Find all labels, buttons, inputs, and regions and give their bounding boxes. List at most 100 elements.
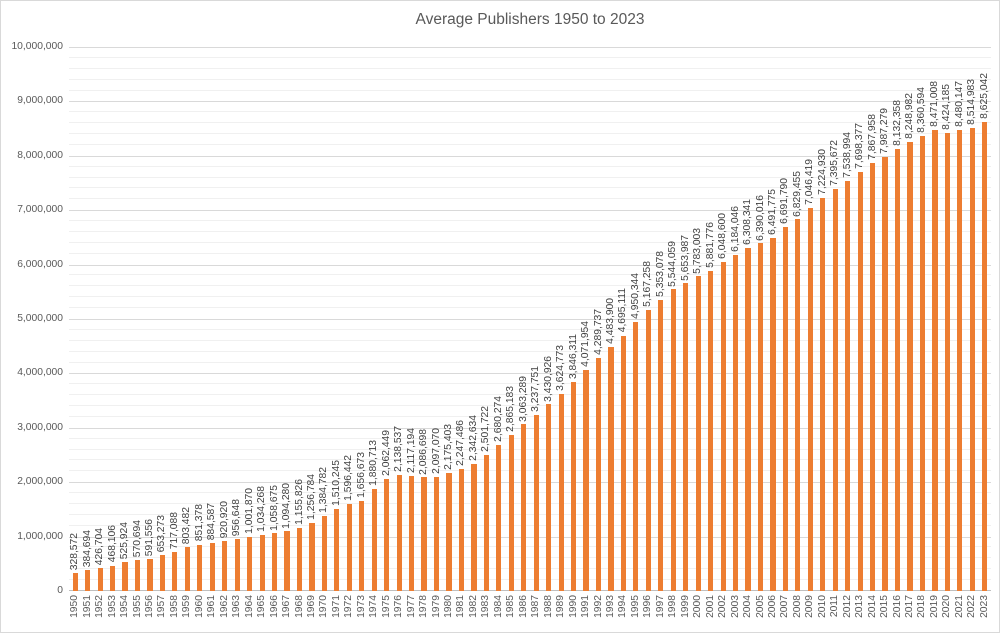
bar-1976[interactable] bbox=[396, 474, 402, 591]
bar-value-label: 956,648 bbox=[231, 498, 243, 536]
bar-value-label: 6,691,790 bbox=[779, 178, 791, 224]
bar-1983[interactable] bbox=[483, 454, 489, 591]
bar-1954[interactable] bbox=[122, 562, 128, 591]
bar-2013[interactable] bbox=[857, 172, 863, 591]
bar-1959[interactable] bbox=[184, 547, 190, 591]
bar-1968[interactable] bbox=[296, 528, 303, 591]
bar-2015[interactable] bbox=[882, 156, 888, 591]
bar-1967[interactable] bbox=[284, 531, 290, 591]
gridline-minor bbox=[69, 198, 991, 200]
y-axis-labels: 0 1,000,000 2,000,000 3,000,000 4,000,000 5,0… bbox=[1, 1, 63, 632]
bar-2005[interactable] bbox=[757, 243, 764, 591]
bar-2009[interactable] bbox=[807, 207, 813, 591]
bar-1963[interactable] bbox=[234, 538, 240, 591]
x-tick-label: 2007 bbox=[779, 595, 791, 618]
bar-value-label: 1,155,826 bbox=[293, 479, 305, 526]
bar-1953[interactable] bbox=[110, 565, 116, 591]
x-tick-label: 1963 bbox=[231, 595, 243, 618]
bar-1988[interactable] bbox=[546, 404, 552, 591]
bar-2017[interactable] bbox=[907, 142, 913, 591]
bar-1951[interactable] bbox=[85, 570, 91, 591]
gridline-minor bbox=[69, 274, 991, 276]
x-tick-label: 1995 bbox=[629, 595, 641, 618]
bar-1969[interactable] bbox=[309, 522, 315, 591]
chart-title: Average Publishers 1950 to 2023 bbox=[415, 11, 645, 28]
bar-2003[interactable] bbox=[732, 254, 739, 591]
x-tick-label: 1976 bbox=[393, 595, 405, 618]
bar-2022[interactable] bbox=[969, 127, 975, 591]
bar-1992[interactable] bbox=[595, 357, 602, 591]
bar-1991[interactable] bbox=[583, 369, 589, 591]
bar-1997[interactable] bbox=[658, 299, 664, 591]
bar-1980[interactable] bbox=[446, 472, 452, 591]
bar-2012[interactable] bbox=[845, 180, 851, 591]
bar-1970[interactable] bbox=[321, 515, 327, 591]
bar-1984[interactable] bbox=[496, 445, 502, 591]
bar-2000[interactable] bbox=[695, 276, 701, 591]
bar-1952[interactable] bbox=[97, 567, 103, 591]
bar-value-label: 1,001,870 bbox=[243, 487, 255, 534]
y-tick-label: 7,000,000 bbox=[17, 204, 63, 216]
bar-1960[interactable] bbox=[197, 544, 203, 591]
bar-2018[interactable] bbox=[919, 136, 926, 591]
bar-1971[interactable] bbox=[334, 508, 340, 591]
bar-1965[interactable] bbox=[259, 534, 265, 591]
bar-2004[interactable] bbox=[745, 247, 751, 591]
x-tick-label: 2002 bbox=[717, 595, 729, 618]
gridline-minor bbox=[69, 67, 991, 69]
bar-1978[interactable] bbox=[421, 477, 427, 591]
bar-2014[interactable] bbox=[870, 162, 876, 591]
bar-2007[interactable] bbox=[782, 226, 788, 591]
x-tick-label: 2019 bbox=[928, 595, 940, 618]
bar-value-label: 2,247,486 bbox=[455, 419, 467, 466]
bar-1961[interactable] bbox=[209, 542, 215, 591]
bar-1956[interactable] bbox=[147, 558, 153, 591]
bar-1994[interactable] bbox=[620, 335, 627, 591]
bar-2008[interactable] bbox=[795, 219, 801, 591]
bar-value-label: 4,071,954 bbox=[580, 320, 592, 367]
bar-1962[interactable] bbox=[222, 540, 228, 591]
bar-1990[interactable] bbox=[571, 381, 577, 591]
bar-1975[interactable] bbox=[384, 478, 390, 591]
bar-1989[interactable] bbox=[558, 393, 564, 591]
bar-2002[interactable] bbox=[720, 261, 726, 591]
x-tick-label: 1961 bbox=[206, 595, 218, 618]
x-tick-label: 1994 bbox=[617, 595, 629, 618]
gridline-minor bbox=[69, 187, 991, 189]
bar-2010[interactable] bbox=[820, 197, 826, 591]
bar-1999[interactable] bbox=[683, 283, 689, 591]
bar-1974[interactable] bbox=[371, 488, 377, 591]
bar-1996[interactable] bbox=[645, 309, 651, 591]
y-tick-label: 2,000,000 bbox=[17, 476, 63, 488]
bar-1972[interactable] bbox=[346, 504, 352, 591]
bar-1957[interactable] bbox=[159, 555, 166, 591]
bar-1977[interactable] bbox=[409, 475, 415, 591]
bar-1950[interactable] bbox=[72, 573, 78, 591]
bar-1958[interactable] bbox=[172, 552, 178, 591]
bar-2006[interactable] bbox=[770, 237, 776, 591]
bar-2020[interactable] bbox=[944, 132, 950, 591]
bar-value-label: 8,514,983 bbox=[966, 78, 978, 125]
bar-2001[interactable] bbox=[708, 271, 714, 591]
bar-1993[interactable] bbox=[608, 347, 614, 591]
bar-2016[interactable] bbox=[894, 148, 901, 591]
bar-2021[interactable] bbox=[957, 129, 963, 591]
bar-1955[interactable] bbox=[134, 559, 141, 591]
bar-1973[interactable] bbox=[359, 500, 365, 591]
bar-1981[interactable] bbox=[458, 468, 465, 591]
bar-2023[interactable] bbox=[982, 121, 988, 591]
bar-1995[interactable] bbox=[633, 321, 639, 591]
bar-2011[interactable] bbox=[832, 188, 838, 591]
bar-2019[interactable] bbox=[932, 130, 938, 591]
bar-1998[interactable] bbox=[670, 289, 676, 591]
x-tick-label: 1981 bbox=[455, 595, 467, 618]
x-tick-label: 2014 bbox=[866, 595, 878, 618]
bar-1986[interactable] bbox=[521, 424, 527, 591]
bar-1987[interactable] bbox=[533, 414, 539, 591]
bar-1966[interactable] bbox=[271, 533, 278, 591]
bar-1964[interactable] bbox=[247, 536, 253, 591]
gridline-minor bbox=[69, 143, 991, 145]
bar-1979[interactable] bbox=[433, 476, 440, 591]
bar-1985[interactable] bbox=[508, 435, 514, 591]
bar-1982[interactable] bbox=[471, 463, 477, 591]
